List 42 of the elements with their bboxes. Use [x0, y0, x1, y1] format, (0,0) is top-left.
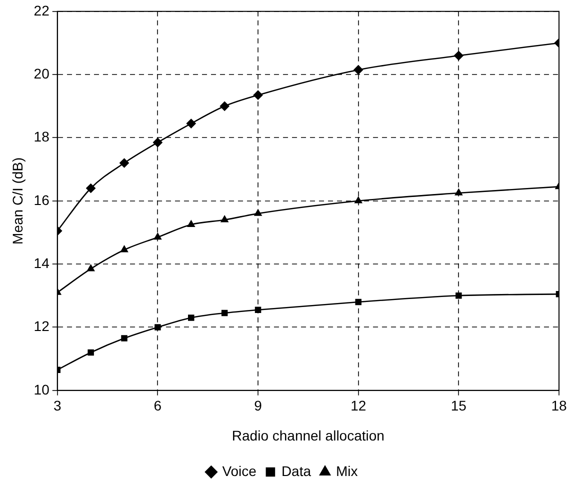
point	[188, 314, 194, 321]
x-tick-label: 18	[551, 398, 567, 414]
x-tick-label: 15	[450, 398, 467, 414]
x-tick-label: 9	[254, 398, 262, 414]
legend-label: Data	[281, 462, 312, 479]
y-tick-label: 16	[34, 192, 50, 208]
point	[120, 158, 129, 168]
legend-label: Voice	[222, 462, 257, 479]
x-tick-label: 6	[154, 398, 162, 414]
y-tick-label: 14	[34, 254, 50, 271]
y-axis-title: Mean C/I (dB)	[9, 157, 26, 244]
x-axis-title: Radio channel allocation	[232, 427, 384, 444]
point	[253, 90, 263, 100]
y-tick-label: 10	[34, 381, 50, 398]
y-tick-label: 12	[34, 318, 50, 334]
point	[186, 118, 196, 128]
point	[254, 209, 262, 216]
point	[221, 310, 228, 316]
point	[187, 220, 195, 227]
y-tick-label: 20	[34, 65, 50, 82]
point	[88, 349, 94, 356]
point	[154, 233, 162, 240]
legend-label: Mix	[336, 462, 358, 479]
point	[87, 264, 94, 272]
point	[154, 324, 161, 330]
point	[220, 102, 230, 111]
point	[456, 292, 462, 299]
point	[454, 50, 464, 60]
point	[354, 196, 362, 204]
point	[454, 188, 462, 196]
y-tick-label: 22	[34, 2, 50, 18]
y-tick-label: 18	[34, 128, 50, 145]
x-tick-label: 3	[53, 398, 62, 414]
point	[121, 335, 128, 342]
point	[355, 298, 362, 306]
x-tick-label: 12	[350, 398, 366, 414]
point	[86, 184, 96, 193]
point	[220, 216, 228, 222]
point	[254, 306, 262, 313]
point	[120, 246, 128, 252]
point	[153, 138, 162, 148]
point	[354, 65, 363, 74]
